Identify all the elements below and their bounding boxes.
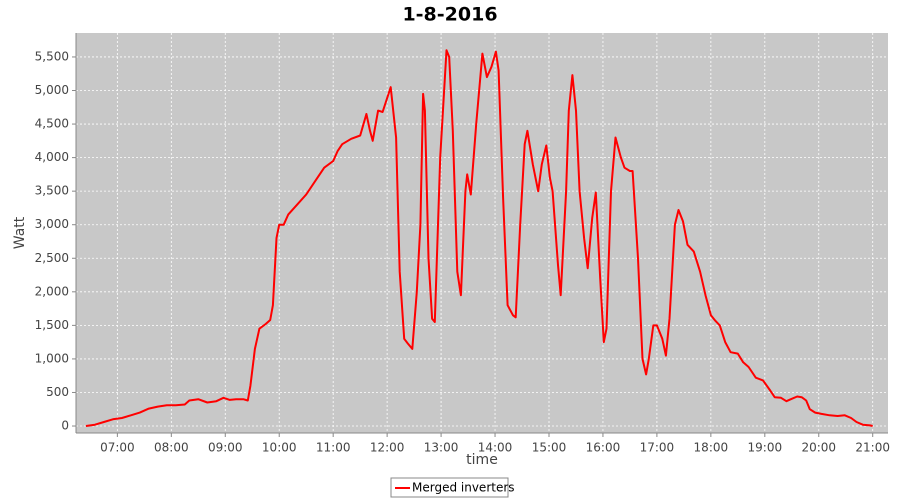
- y-tick-label: 2,500: [35, 251, 69, 265]
- y-tick-label: 1,500: [35, 318, 69, 332]
- legend-box: [390, 477, 509, 498]
- y-axis-label: Watt: [12, 216, 28, 249]
- x-tick-label: 21:00: [855, 441, 890, 455]
- y-tick-label: 5,500: [35, 49, 69, 63]
- y-tick-label: 1,000: [35, 351, 69, 365]
- x-tick-label: 10:00: [262, 441, 297, 455]
- x-axis-label: time: [466, 452, 498, 468]
- y-tick-label: 4,000: [35, 150, 69, 164]
- legend-label: Merged inverters: [412, 481, 515, 495]
- y-tick-label: 3,000: [35, 217, 69, 231]
- x-tick-label: 14:00: [478, 441, 513, 455]
- x-tick-label: 15:00: [532, 441, 567, 455]
- legend: Merged inverters: [390, 477, 515, 498]
- y-tick-label: 3,500: [35, 184, 69, 198]
- x-tick-label: 12:00: [370, 441, 405, 455]
- x-tick-label: 08:00: [154, 441, 189, 455]
- y-tick-label: 500: [46, 385, 69, 399]
- plot-area: [76, 33, 888, 433]
- y-tick-label: 2,000: [35, 284, 69, 298]
- x-tick-label: 17:00: [640, 441, 675, 455]
- chart-title: 1-8-2016: [402, 4, 497, 26]
- x-tick-label: 16:00: [586, 441, 621, 455]
- x-tick-label: 11:00: [316, 441, 351, 455]
- series-line: [85, 49, 873, 427]
- x-tick-label: 18:00: [694, 441, 729, 455]
- x-tick-label: 20:00: [801, 441, 836, 455]
- y-tick-label: 0: [61, 419, 69, 433]
- y-tick-label: 5,000: [35, 83, 69, 97]
- x-tick-label: 13:00: [424, 441, 459, 455]
- x-tick-label: 09:00: [208, 441, 243, 455]
- x-tick-label: 07:00: [100, 441, 135, 455]
- x-tick-label: 19:00: [748, 441, 783, 455]
- y-tick-label: 4,500: [35, 117, 69, 131]
